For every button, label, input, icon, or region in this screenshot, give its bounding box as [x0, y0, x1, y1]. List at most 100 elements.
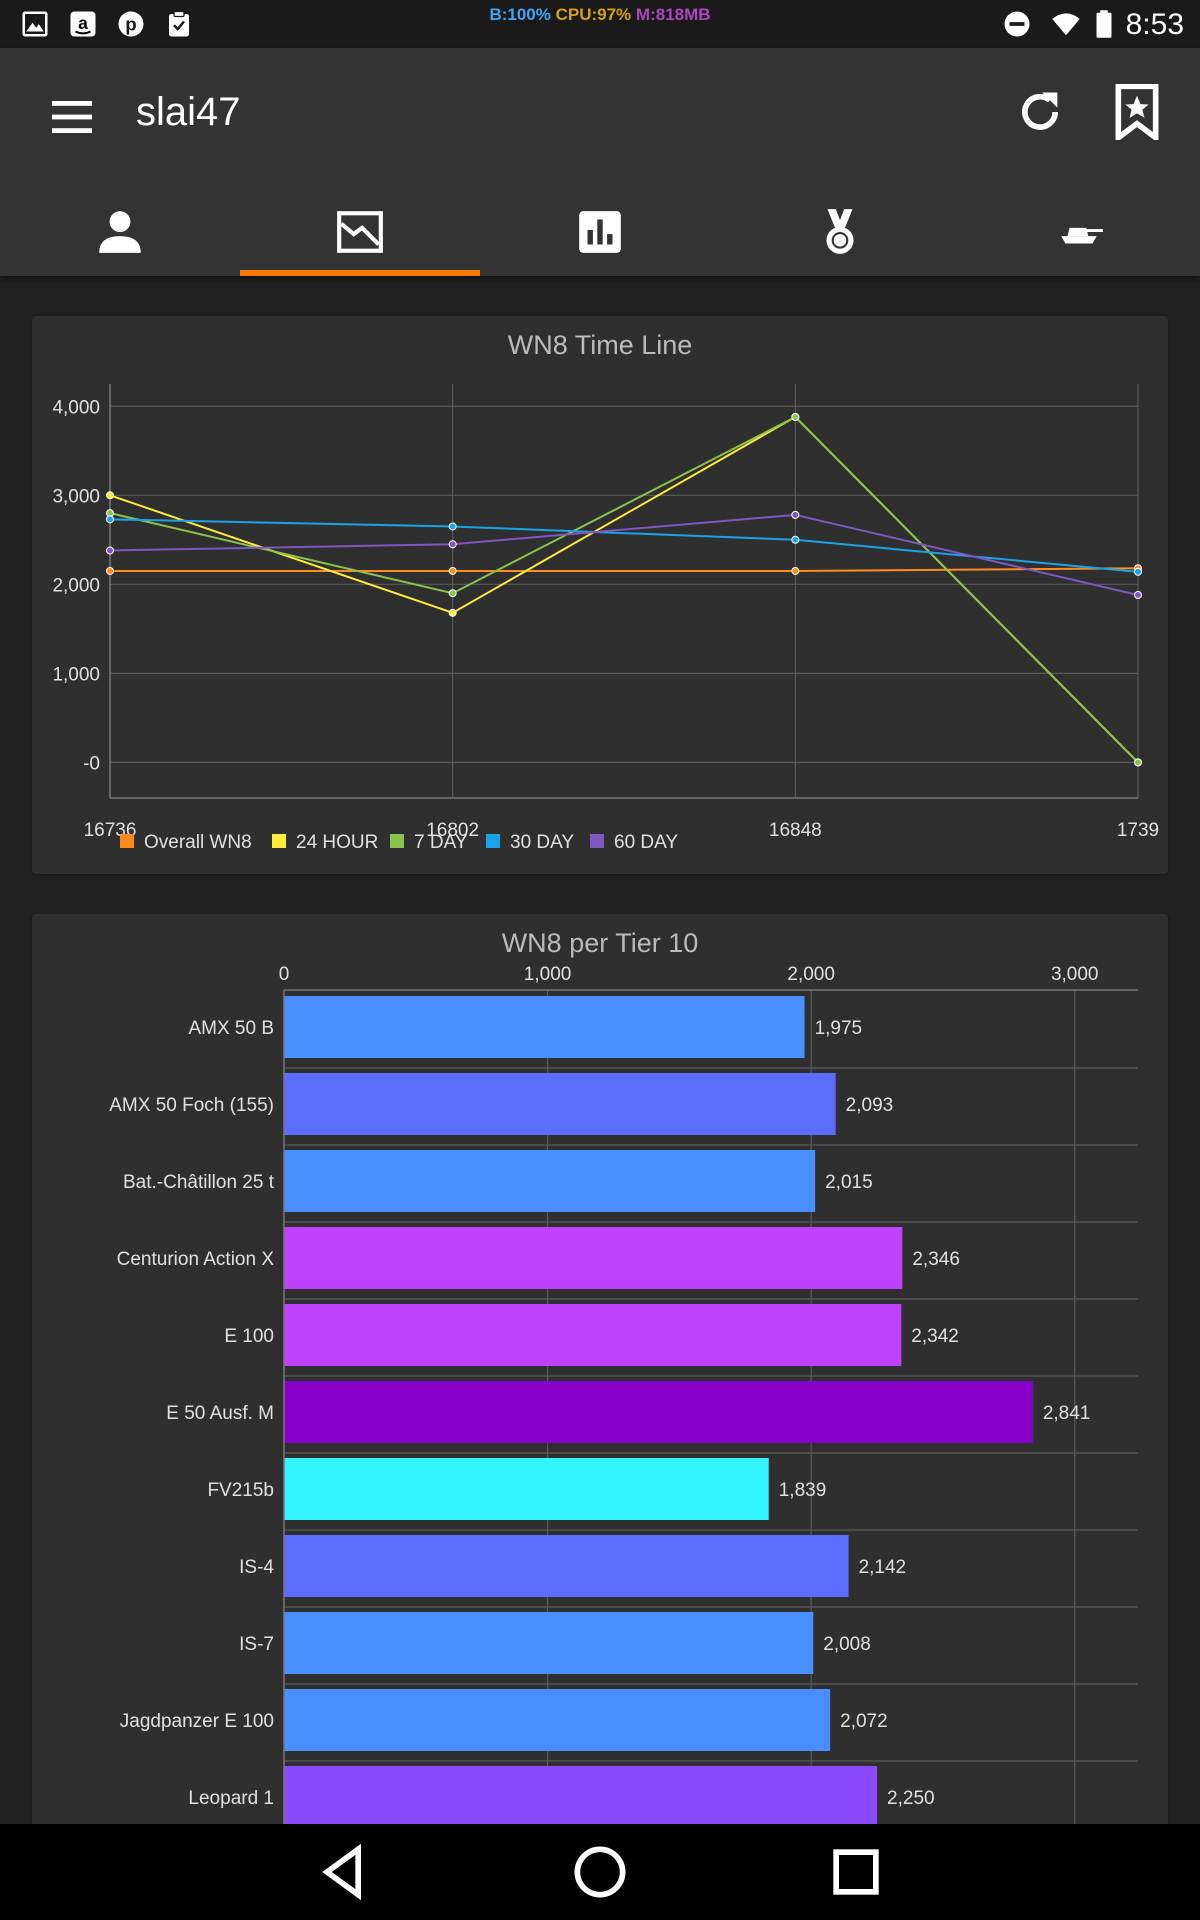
data-point [106, 515, 114, 524]
data-label: 2,250 [887, 1788, 935, 1809]
series-line [109, 518, 1139, 573]
tab-profile[interactable] [0, 188, 240, 276]
y-tick-label: 4,000 [52, 397, 100, 418]
legend-entry: 60 DAY [614, 832, 678, 853]
y-tick-label: 2,000 [52, 575, 100, 596]
recents-square-icon[interactable] [822, 1838, 890, 1906]
legend-swatch [272, 834, 286, 848]
bar [284, 1150, 816, 1212]
data-label: 2,841 [1043, 1403, 1091, 1424]
tab-statistics[interactable] [480, 188, 720, 276]
data-label: 1,975 [815, 1018, 863, 1039]
category-label: FV215b [207, 1480, 274, 1501]
data-label: 2,008 [823, 1634, 871, 1655]
data-point [791, 510, 800, 519]
legend-entry: Overall WN8 [144, 832, 252, 853]
home-circle-icon[interactable] [566, 1838, 634, 1906]
data-point [448, 540, 457, 549]
legend-entry: 7 DAY [414, 832, 468, 853]
data-point [791, 566, 800, 575]
category-label: E 100 [224, 1326, 274, 1347]
data-point [1134, 591, 1142, 600]
data-label: 2,142 [859, 1557, 907, 1578]
clipboard-check-icon [169, 10, 189, 37]
data-label: 2,093 [846, 1095, 894, 1116]
refresh-icon[interactable] [1014, 86, 1066, 138]
wn8-per-tier-chart[interactable]: 0 1,000 2,000 3,000 AMX 50 B 1,975 AMX 50 Foch… [32, 914, 1168, 1920]
performance-readout: B:100% CPU:97% M:818MB [0, 5, 1200, 25]
wifi-icon [1052, 13, 1080, 36]
hamburger-menu-icon[interactable] [48, 93, 96, 141]
series-line [109, 415, 1139, 764]
tank-icon [1061, 227, 1103, 244]
data-point [791, 535, 800, 544]
data-point [106, 491, 114, 500]
bar [284, 996, 805, 1058]
bar [284, 1458, 769, 1520]
bar [284, 1612, 814, 1674]
x-tick-label: 1,000 [524, 964, 572, 985]
x-tick-label: 1739 [1117, 820, 1159, 841]
chart-title: WN8 Time Line [507, 330, 693, 360]
category-label: Jagdpanzer E 100 [120, 1711, 274, 1732]
bar [284, 1766, 878, 1828]
data-point [106, 546, 114, 555]
svg-text:a: a [78, 13, 88, 33]
category-label: AMX 50 Foch (155) [109, 1095, 274, 1116]
y-tick-label: 1,000 [52, 664, 100, 685]
data-point [1134, 567, 1142, 576]
amazon-icon: a [70, 11, 96, 37]
y-tick-label: 3,000 [52, 486, 100, 507]
data-point [1134, 758, 1142, 767]
data-point [448, 608, 457, 617]
series-line [109, 415, 1139, 764]
battery-readout: B:100% [489, 5, 551, 24]
data-point [106, 566, 114, 575]
app-bar: slai47 [0, 48, 1200, 276]
x-tick-label: 16802 [426, 820, 479, 841]
legend-entry: 24 HOUR [296, 832, 378, 853]
legend-entry: 30 DAY [510, 832, 574, 853]
category-label: Bat.-Châtillon 25 t [123, 1172, 275, 1193]
data-label: 2,342 [911, 1326, 959, 1347]
memory-readout: M:818MB [635, 5, 711, 24]
data-point [448, 589, 457, 598]
bar [284, 1227, 903, 1289]
cpu-readout: CPU:97% [555, 5, 632, 24]
bookmark-star-icon[interactable] [1112, 84, 1162, 140]
legend-swatch [486, 834, 500, 848]
navigation-bar [0, 1824, 1200, 1920]
bar [284, 1304, 902, 1366]
legend-swatch [120, 834, 134, 848]
data-label: 2,346 [912, 1249, 960, 1270]
person-icon [99, 211, 141, 253]
bar [284, 1689, 831, 1751]
bar [284, 1535, 849, 1597]
series-line [110, 567, 1139, 572]
clock: 8:53 [1125, 8, 1184, 41]
x-tick-label: 3,000 [1051, 964, 1099, 985]
category-label: Leopard 1 [188, 1788, 274, 1809]
data-label: 2,015 [825, 1172, 873, 1193]
category-label: AMX 50 B [188, 1018, 274, 1039]
data-point [448, 566, 457, 575]
tab-indicator [240, 270, 480, 276]
back-triangle-icon[interactable] [310, 1838, 378, 1906]
wn8-per-tier-card: WN8 per Tier 10 0 1,000 2,000 3,000 AMX 50 B… [32, 914, 1168, 1920]
status-bar: a p B:100% CPU:97% M:818MB 8:53 [0, 0, 1200, 48]
timeline-graph-icon [337, 211, 383, 253]
bar [284, 1073, 836, 1135]
data-point [448, 522, 457, 531]
x-tick-label: 0 [279, 964, 290, 985]
pinterest-icon: p [118, 11, 144, 37]
category-label: IS-4 [239, 1557, 274, 1578]
tab-vehicles[interactable] [960, 188, 1200, 276]
tab-timeline[interactable] [240, 188, 480, 276]
series-line [109, 513, 1139, 596]
legend-swatch [590, 834, 604, 848]
y-tick-label: -0 [83, 753, 100, 774]
tab-achievements[interactable] [720, 188, 960, 276]
data-label: 2,072 [840, 1711, 888, 1732]
x-tick-label: 2,000 [787, 964, 835, 985]
